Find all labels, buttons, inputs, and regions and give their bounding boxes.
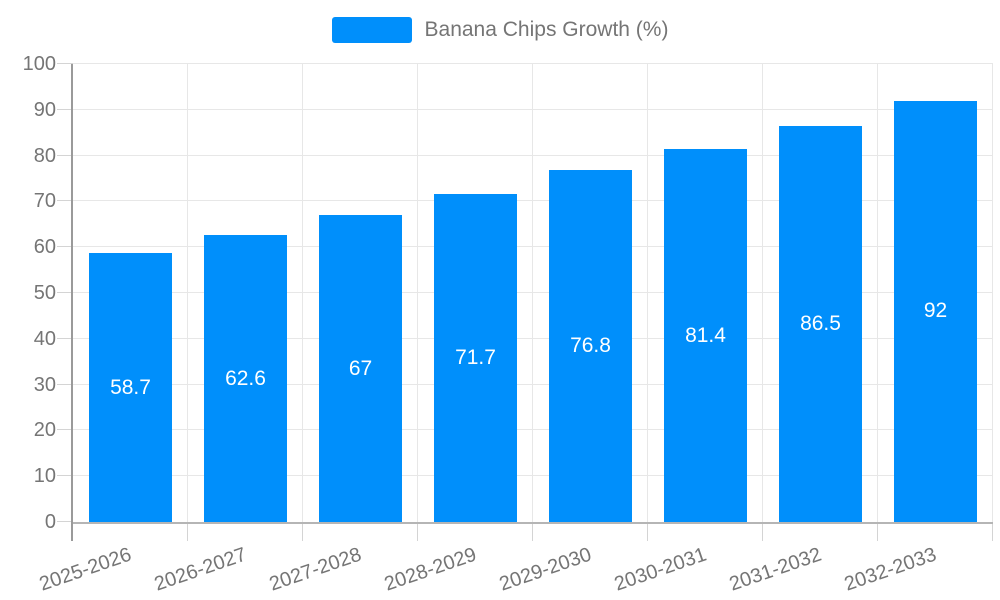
y-tick xyxy=(57,63,73,64)
x-category-label: 2032-2033 xyxy=(841,543,940,596)
x-category-label: 2026-2027 xyxy=(151,543,250,596)
y-tick xyxy=(57,154,73,156)
h-gridline xyxy=(73,292,993,293)
bar-value-label: 58.7 xyxy=(110,375,151,399)
bar[interactable] xyxy=(204,235,287,522)
v-gridline xyxy=(302,64,303,522)
x-tick xyxy=(302,522,303,541)
bar[interactable] xyxy=(894,100,977,522)
x-category-label: 2025-2026 xyxy=(36,543,135,596)
x-tick xyxy=(762,522,763,541)
y-tick-label: 0 xyxy=(44,511,56,533)
bar-value-label: 62.6 xyxy=(225,366,266,390)
x-category-label: 2031-2032 xyxy=(726,543,825,596)
bar[interactable] xyxy=(434,193,517,522)
legend-swatch xyxy=(331,17,412,43)
x-category-label: 2029-2030 xyxy=(496,543,595,596)
bar-value-label: 92 xyxy=(923,299,948,323)
bar[interactable] xyxy=(779,125,862,522)
x-category-label: 2028-2029 xyxy=(381,543,480,596)
bar-value-label: 81.4 xyxy=(685,323,726,347)
v-gridline xyxy=(647,64,648,522)
h-gridline xyxy=(73,63,993,64)
v-gridline xyxy=(992,64,993,522)
bar[interactable] xyxy=(89,253,172,522)
bar[interactable] xyxy=(664,149,747,522)
y-tick-label: 10 xyxy=(33,465,56,488)
bar[interactable] xyxy=(319,215,402,522)
x-axis-line xyxy=(73,522,993,524)
legend[interactable]: Banana Chips Growth (%) xyxy=(0,17,1000,43)
v-gridline xyxy=(877,64,878,522)
v-gridline xyxy=(417,64,418,522)
y-tick xyxy=(57,383,73,385)
y-tick-label: 80 xyxy=(33,144,56,167)
h-gridline xyxy=(73,108,993,110)
y-tick-label: 60 xyxy=(33,236,56,259)
h-gridline xyxy=(73,246,993,248)
h-gridline xyxy=(73,337,993,339)
x-tick xyxy=(992,522,993,541)
x-tick xyxy=(187,522,188,541)
y-tick xyxy=(57,429,73,431)
y-tick xyxy=(57,108,73,110)
h-gridline xyxy=(73,475,993,477)
bar[interactable] xyxy=(549,170,632,522)
h-gridline xyxy=(73,383,993,385)
legend-label: Banana Chips Growth (%) xyxy=(424,18,669,41)
y-tick xyxy=(57,292,73,293)
x-tick xyxy=(532,522,533,541)
y-tick-label: 20 xyxy=(33,419,56,442)
y-tick xyxy=(57,521,73,522)
x-category-label: 2030-2031 xyxy=(611,543,710,596)
v-gridline xyxy=(532,64,533,522)
h-gridline xyxy=(73,154,993,156)
bar-value-label: 67 xyxy=(348,356,373,380)
y-tick-label: 30 xyxy=(33,373,56,396)
h-gridline xyxy=(73,429,993,431)
x-tick xyxy=(877,522,878,541)
y-tick-label: 90 xyxy=(33,98,56,121)
y-tick xyxy=(57,200,73,202)
y-tick xyxy=(57,337,73,339)
h-gridline xyxy=(73,200,993,202)
bar-value-label: 71.7 xyxy=(455,345,496,369)
v-gridline xyxy=(187,64,188,522)
y-axis-line xyxy=(71,64,73,541)
y-tick-label: 70 xyxy=(33,190,56,213)
v-gridline xyxy=(762,64,763,522)
bar-value-label: 76.8 xyxy=(570,334,611,358)
bar-value-label: 86.5 xyxy=(800,311,841,335)
y-tick xyxy=(57,246,73,248)
x-tick xyxy=(647,522,648,541)
x-tick xyxy=(417,522,418,541)
y-tick xyxy=(57,475,73,477)
y-tick-label: 50 xyxy=(33,282,56,304)
y-tick-label: 40 xyxy=(33,327,56,350)
y-tick-label: 100 xyxy=(22,53,56,75)
x-category-label: 2027-2028 xyxy=(266,543,365,596)
